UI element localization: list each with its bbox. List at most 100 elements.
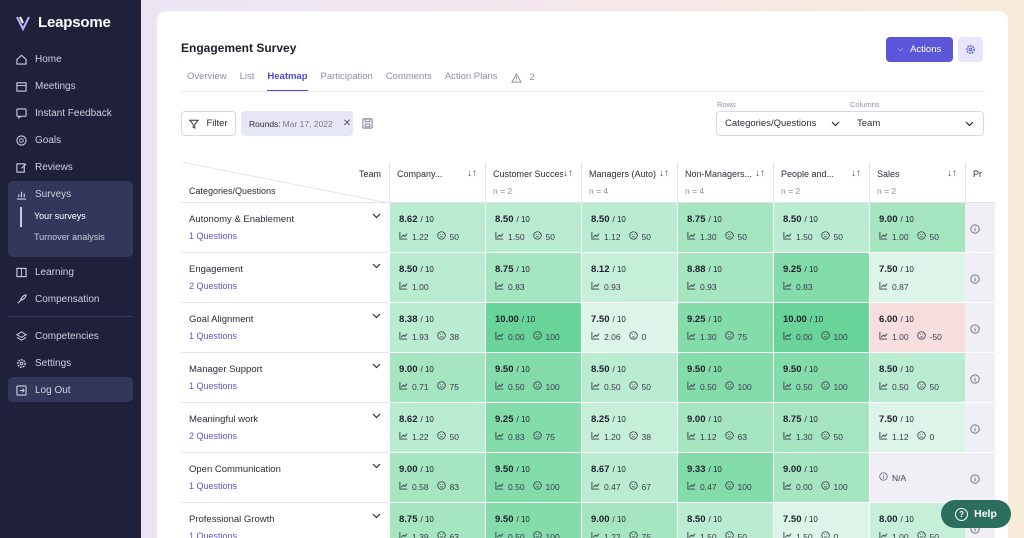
heatmap-cell[interactable]: 8.62/ 10 1.22 50: [389, 203, 485, 253]
sidebar-item-surveys[interactable]: Surveys: [16, 185, 71, 203]
heatmap-cell-partial[interactable]: [965, 453, 995, 503]
heatmap-cell[interactable]: 8.50/ 10 0.50 50: [581, 353, 677, 403]
heatmap-cell[interactable]: 8.38/ 10 1.93 38: [389, 303, 485, 353]
heatmap-cell[interactable]: 9.50/ 10 0.50 100: [485, 503, 581, 538]
heatmap-cell[interactable]: 9.00/ 10 0.58 83: [389, 453, 485, 503]
column-header[interactable]: People and... ↓↑ n = 2: [773, 162, 869, 203]
heatmap-cell[interactable]: 9.25/ 10 1.30 75: [677, 303, 773, 353]
sort-icon[interactable]: ↓↑: [659, 168, 669, 179]
heatmap-cell[interactable]: 9.00/ 10 1.00 50: [869, 203, 965, 253]
heatmap-cell[interactable]: 8.25/ 10 1.20 38: [581, 403, 677, 453]
chevron-down-icon[interactable]: [372, 363, 381, 369]
heatmap-cell[interactable]: 7.50/ 10 1.50 0: [773, 503, 869, 538]
tab-comments[interactable]: Comments: [385, 71, 432, 82]
heatmap-cell-partial[interactable]: [965, 403, 995, 453]
actions-button[interactable]: ⌵ Actions: [886, 37, 953, 62]
heatmap-cell[interactable]: 9.50/ 10 0.50 100: [677, 353, 773, 403]
heatmap-cell[interactable]: 9.00/ 10 1.12 63: [677, 403, 773, 453]
rounds-filter-chip[interactable]: Rounds: Mar 17, 2022 ✕: [241, 111, 353, 136]
sidebar-item-meetings[interactable]: Meetings: [16, 77, 76, 95]
sidebar-item-instant-feedback[interactable]: Instant Feedback: [16, 104, 112, 122]
heatmap-cell[interactable]: 9.00/ 10 1.22 75: [581, 503, 677, 538]
help-button[interactable]: ? Help: [941, 500, 1011, 528]
heatmap-cell[interactable]: 8.50/ 10 1.50 50: [773, 203, 869, 253]
heatmap-cell[interactable]: 8.50/ 10 0.50 50: [869, 353, 965, 403]
chevron-down-icon[interactable]: [372, 463, 381, 469]
filter-button[interactable]: Filter: [181, 111, 236, 136]
chevron-down-icon[interactable]: [372, 513, 381, 519]
sort-icon[interactable]: ↓↑: [755, 168, 765, 179]
sidebar-item-home[interactable]: Home: [16, 50, 62, 68]
table-row-header[interactable]: Meaningful work 2 Questions: [181, 403, 389, 453]
sidebar-item-learning[interactable]: Learning: [16, 263, 74, 281]
heatmap-cell-partial[interactable]: [965, 253, 995, 303]
sidebar-item-goals[interactable]: Goals: [16, 131, 61, 149]
heatmap-cell[interactable]: 9.33/ 10 0.47 100: [677, 453, 773, 503]
chevron-down-icon[interactable]: [372, 213, 381, 219]
heatmap-cell[interactable]: 9.25/ 10 0.83: [773, 253, 869, 303]
columns-select[interactable]: Team: [849, 111, 984, 136]
tab-list[interactable]: List: [239, 71, 255, 82]
heatmap-cell[interactable]: 8.67/ 10 0.47 67: [581, 453, 677, 503]
heatmap-cell[interactable]: 6.00/ 10 1.00 -50: [869, 303, 965, 353]
sidebar-item-logout[interactable]: Log Out: [16, 381, 71, 399]
sidebar-item-compensation[interactable]: Compensation: [16, 290, 99, 308]
heatmap-cell[interactable]: N/A: [869, 453, 965, 503]
chevron-down-icon[interactable]: [372, 413, 381, 419]
sidebar-item-competencies[interactable]: Competencies: [16, 327, 99, 345]
heatmap-cell[interactable]: 8.12/ 10 0.93: [581, 253, 677, 303]
heatmap-cell[interactable]: 9.50/ 10 0.50 100: [485, 453, 581, 503]
column-header[interactable]: Company... ↓↑: [389, 162, 485, 203]
heatmap-cell[interactable]: 10.00/ 10 0.00 100: [773, 303, 869, 353]
heatmap-cell[interactable]: 9.00/ 10 0.00 100: [773, 453, 869, 503]
chevron-down-icon[interactable]: [372, 263, 381, 269]
row-question-count[interactable]: 1 Questions: [189, 481, 238, 491]
heatmap-cell-partial[interactable]: [965, 353, 995, 403]
sidebar-subitem-your-surveys[interactable]: Your surveys: [34, 211, 86, 221]
tab-heatmap[interactable]: Heatmap: [267, 71, 308, 92]
heatmap-cell[interactable]: 8.75/ 10 1.30 50: [677, 203, 773, 253]
row-question-count[interactable]: 1 Questions: [189, 231, 238, 241]
heatmap-cell[interactable]: 8.75/ 10 1.30 50: [773, 403, 869, 453]
heatmap-cell[interactable]: 7.50/ 10 0.87: [869, 253, 965, 303]
settings-button[interactable]: [958, 37, 983, 62]
column-header[interactable]: Pr: [965, 162, 995, 203]
table-row-header[interactable]: Goal Alignment 1 Questions: [181, 303, 389, 353]
heatmap-cell[interactable]: 8.88/ 10 0.93: [677, 253, 773, 303]
heatmap-cell-partial[interactable]: [965, 203, 995, 253]
sidebar-item-settings[interactable]: Settings: [16, 354, 71, 372]
row-question-count[interactable]: 2 Questions: [189, 431, 238, 441]
sidebar-item-reviews[interactable]: Reviews: [16, 158, 73, 176]
heatmap-cell[interactable]: 7.50/ 10 1.12 0: [869, 403, 965, 453]
heatmap-cell[interactable]: 9.25/ 10 0.83 75: [485, 403, 581, 453]
row-question-count[interactable]: 1 Questions: [189, 331, 238, 341]
table-row-header[interactable]: Manager Support 1 Questions: [181, 353, 389, 403]
table-row-header[interactable]: Autonomy & Enablement 1 Questions: [181, 203, 389, 253]
save-icon[interactable]: [362, 118, 373, 129]
rows-select[interactable]: Categories/Questions: [716, 111, 850, 136]
heatmap-cell[interactable]: 8.75/ 10 1.39 63: [389, 503, 485, 538]
table-row-header[interactable]: Open Communication 1 Questions: [181, 453, 389, 503]
tab-participation[interactable]: Participation: [320, 71, 373, 82]
chevron-down-icon[interactable]: [372, 313, 381, 319]
heatmap-cell[interactable]: 8.62/ 10 1.22 50: [389, 403, 485, 453]
table-row-header[interactable]: Professional Growth 1 Questions: [181, 503, 389, 538]
sort-icon[interactable]: ↓↑: [467, 168, 477, 179]
heatmap-cell[interactable]: 10.00/ 10 0.00 100: [485, 303, 581, 353]
row-question-count[interactable]: 1 Questions: [189, 381, 238, 391]
heatmap-cell-partial[interactable]: [965, 303, 995, 353]
sort-icon[interactable]: ↓↑: [851, 168, 861, 179]
row-question-count[interactable]: 1 Questions: [189, 531, 238, 538]
heatmap-cell[interactable]: 8.50/ 10 1.50 50: [485, 203, 581, 253]
heatmap-cell[interactable]: 8.75/ 10 0.83: [485, 253, 581, 303]
heatmap-cell[interactable]: 8.50/ 10 1.12 50: [581, 203, 677, 253]
column-header[interactable]: Non-Managers... ↓↑ n = 4: [677, 162, 773, 203]
heatmap-cell[interactable]: 9.50/ 10 0.50 100: [773, 353, 869, 403]
sidebar-subitem-turnover-analysis[interactable]: Turnover analysis: [34, 232, 105, 242]
tab-action-plans[interactable]: Action Plans: [444, 71, 498, 82]
close-icon[interactable]: ✕: [342, 118, 352, 129]
brand-logo[interactable]: Leapsome: [16, 14, 111, 31]
row-question-count[interactable]: 2 Questions: [189, 281, 238, 291]
heatmap-cell[interactable]: 7.50/ 10 2.06 0: [581, 303, 677, 353]
column-header[interactable]: Customer Success ↓↑ n = 2: [485, 162, 581, 203]
